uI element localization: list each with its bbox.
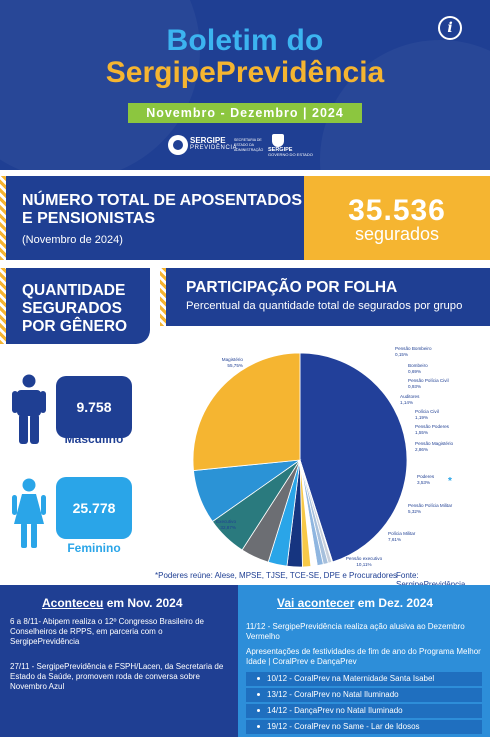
slice-value-label: 7,61% [388,537,401,542]
total-value: 35.536 [348,194,446,227]
stripe-decor [0,268,6,344]
header-banner: Boletim do SergipePrevidência Novembro -… [0,0,490,170]
stripe-decor [160,268,166,326]
past-event-item: 6 a 8/11- Abipem realiza o 12º Congresso… [10,617,204,646]
future-title-underlined: Vai acontecer [277,596,355,610]
female-label: Feminino [67,541,121,555]
total-panel [0,176,304,260]
sergipe-previdencia-logo: SERGIPE PREVIDÊNCIA [168,133,237,157]
slice-name-label: Pensão Poderes [415,424,450,429]
male-label: Masculino [64,432,124,446]
past-title-rest: em Nov. 2024 [103,596,183,610]
male-count: 9.758 [56,376,132,438]
list-row-bg [246,672,482,686]
slice-name-label: Executivo [216,519,236,524]
logo-gov-sub: GOVERNO DO ESTADO [268,152,313,157]
gender-header [0,268,150,344]
past-title-underlined: Aconteceu [42,596,104,610]
slice-value-label: 1,14% [400,400,413,405]
slice-value-label: 0,93% [408,384,421,389]
pie-slice [299,352,408,563]
list-row-bg [246,720,482,734]
title-line1: Boletim do [166,24,324,57]
slice-name-label: Auditores [400,394,420,399]
future-event-item: 11/12 - SergipePrevidência realiza ação … [246,622,465,641]
slice-value-label: 10,11% [356,562,371,567]
slice-value-label: 5,32% [408,509,421,514]
stripe-decor [0,176,6,260]
bullet-icon [257,677,260,680]
slice-name-label: Polícia Militar [388,531,416,536]
bullet-icon [257,709,260,712]
chart-title: PARTICIPAÇÃO POR FOLHA [186,279,398,296]
info-icon[interactable]: i [438,16,462,40]
past-events-panel [0,585,238,737]
slice-value-label: 55,75% [227,363,243,368]
future-list-text: 13/12 - CoralPrev no Natal Iluminado [267,690,399,699]
asterisk-icon: * [448,476,452,487]
slice-value-label: 0,69% [408,369,421,374]
future-event-item: Apresentações de festividades de fim de … [246,647,481,666]
total-subtitle: (Novembro de 2024) [22,234,123,246]
slice-name-label: Magistério [222,357,244,362]
slice-value-label: 1,55% [415,430,428,435]
future-list-item: 14/12 - DançaPrev no Natal Iluminado [251,705,477,716]
slice-name-label: Poderes [417,474,435,479]
shield-icon [272,134,284,147]
slice-value-label: 2,86% [415,447,428,452]
pie-slice [192,352,301,471]
list-row-bg [246,704,482,718]
slice-name-label: Pensão Polícia Militar [408,503,453,508]
total-unit: segurados [354,224,440,244]
governo-logo: SERGIPE GOVERNO DO ESTADO [268,133,322,157]
chart-header [160,268,490,326]
logo-sp-sub: PREVIDÊNCIA [190,145,238,151]
bullet-icon [257,693,260,696]
total-title: NÚMERO TOTAL DE APOSENTADOS E PENSIONIST… [22,192,303,227]
male-person-icon [12,374,46,444]
future-list-text: 19/12 - CoralPrev no Same - Lar de Idoso… [267,722,420,731]
chart-note: *Poderes reúne: Alese, MPSE, TJSE, TCE-S… [155,571,398,580]
slice-name-label: Pensão Bombeiro [395,346,432,351]
title-line2: SergipePrevidência [105,56,385,89]
logo-mark-icon [168,135,188,155]
slice-name-label: Pensão executivo [346,556,383,561]
secretaria-logo-text: SECRETARIA DE ESTADO DA ADMINISTRAÇÃO [234,138,264,152]
logos: SERGIPE PREVIDÊNCIA SECRETARIA DE ESTADO… [168,133,322,157]
period-badge: Novembro - Dezembro | 2024 [128,103,362,123]
slice-value-label: 0,15% [395,352,408,357]
future-list-item: 10/12 - CoralPrev na Maternidade Santa I… [251,673,477,684]
female-person-icon [12,478,46,548]
future-list-item: 13/12 - CoralPrev no Natal Iluminado [251,689,477,700]
slice-name-label: Bombeiro [408,363,428,368]
chart-source: Fonte: SergipePrevidência [396,571,465,589]
gender-title: QUANTIDADE SEGURADOS POR GÊNERO [22,282,128,335]
slice-name-label: Pensão Polícia Civil [408,378,449,383]
female-count: 25.778 [56,477,132,539]
future-list-text: 10/12 - CoralPrev na Maternidade Santa I… [267,674,435,683]
slice-value-label: 1,19% [415,415,428,420]
logo-gov-name: SERGIPE [268,147,293,153]
logo-sp-name: SERGIPE [190,136,226,145]
total-value-panel [304,176,490,260]
list-row-bg [246,688,482,702]
slice-value-label: 3,53% [417,480,430,485]
future-list-item: 19/12 - CoralPrev no Same - Lar de Idoso… [251,721,477,732]
future-events-title: Vai acontecer em Dez. 2024 [277,596,433,610]
chart-subtitle: Percentual da quantidade total de segura… [186,300,463,312]
past-event-item: 27/11 - SergipePrevidência e FSPH/Lacen,… [10,662,224,691]
slice-name-label: Pensão Magistério [415,441,453,446]
slice-value-label: 32,87% [220,525,236,530]
past-events-title: Aconteceu em Nov. 2024 [42,596,183,610]
future-title-rest: em Dez. 2024 [354,596,434,610]
bullet-icon [257,725,260,728]
future-list-text: 14/12 - DançaPrev no Natal Iluminado [267,706,403,715]
slice-name-label: Polícia Civil [415,409,439,414]
